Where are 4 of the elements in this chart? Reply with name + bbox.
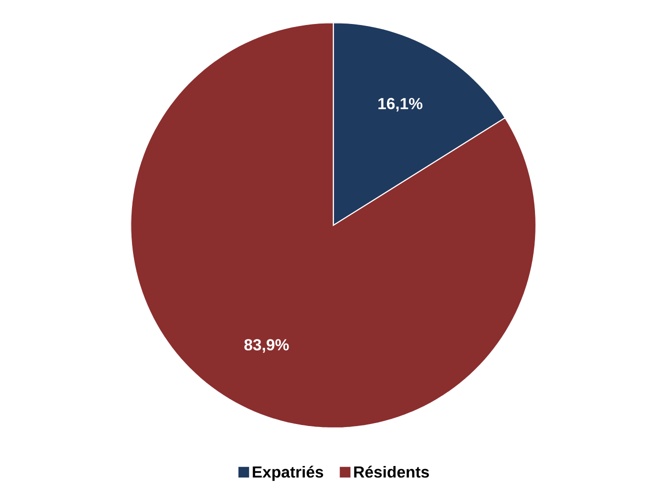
legend-label: Expatriés — [252, 466, 324, 481]
legend-label: Résidents — [354, 466, 429, 478]
data-label: 16,1% — [378, 98, 422, 112]
data-label: 83,9% — [244, 339, 289, 353]
